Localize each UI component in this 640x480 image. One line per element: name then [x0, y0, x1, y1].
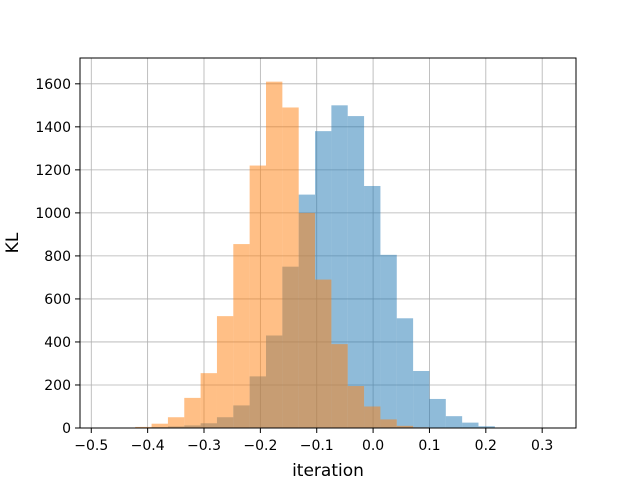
histogram-bar-series-2	[184, 397, 201, 428]
x-tick-label: 0.3	[531, 438, 553, 454]
plot-frame	[79, 57, 577, 429]
histogram-bar-series-2	[167, 417, 185, 428]
x-tick-label: 0.1	[418, 438, 440, 454]
histogram-bar-series-1	[364, 185, 381, 428]
histogram-bar-series-1	[462, 422, 479, 428]
histogram-bar-series-2	[135, 426, 152, 428]
y-tick-label: 1000	[35, 206, 71, 222]
y-axis-ticks: 0 200 400 600 800 1000 1200 1400 1600	[35, 77, 80, 437]
y-tick-label: 1200	[35, 163, 71, 179]
histogram-bar-series-2	[151, 423, 168, 428]
histogram-bar-series-2	[233, 244, 250, 428]
x-tick-label: −0.4	[131, 438, 165, 454]
y-tick-label: 400	[44, 335, 71, 351]
histogram-bar-series-2	[266, 81, 283, 429]
x-tick-label: 0.2	[475, 438, 497, 454]
histogram-bar-series-1	[396, 318, 414, 428]
x-tick-label: −0.2	[243, 438, 277, 454]
histogram-bar-series-1	[445, 416, 463, 428]
x-tick-label: −0.3	[187, 438, 221, 454]
histogram-bar-series-1	[478, 426, 495, 428]
y-axis-label: KL	[3, 232, 23, 253]
histogram-bar-series-2	[364, 406, 381, 428]
histogram-bar-series-2	[315, 279, 332, 428]
histogram-bar-series-1	[413, 370, 430, 428]
x-tick-label: −0.1	[300, 438, 334, 454]
y-tick-label: 200	[44, 378, 71, 394]
histogram-bar-series-2	[396, 425, 414, 428]
histogram-bar-series-1	[429, 398, 446, 428]
histogram-bar-series-1	[380, 254, 397, 428]
y-tick-label: 800	[44, 249, 71, 265]
y-tick-label: 600	[44, 292, 71, 308]
y-tick-label: 1600	[35, 77, 71, 93]
histogram-bar-series-2	[200, 373, 217, 428]
histogram-bar-series-2	[331, 344, 348, 428]
histogram-bar-series-2	[347, 386, 365, 428]
histogram-bar-series-1	[347, 116, 365, 429]
histogram-bar-series-2	[380, 419, 397, 428]
x-tick-label: −0.5	[74, 438, 108, 454]
histogram-bar-series-2	[249, 165, 266, 428]
y-tick-label: 1400	[35, 120, 71, 136]
x-axis-ticks: −0.5 −0.4 −0.3 −0.2 −0.1 0.0 0.1 0.2 0.3	[74, 428, 553, 454]
y-tick-label: 0	[62, 421, 71, 437]
x-axis-label: iteration	[292, 461, 364, 480]
histogram-bar-series-2	[216, 316, 234, 428]
histogram-bars	[102, 81, 528, 429]
histogram-bar-series-2	[298, 212, 316, 428]
histogram-bar-series-2	[282, 107, 299, 428]
x-tick-label: 0.0	[362, 438, 384, 454]
